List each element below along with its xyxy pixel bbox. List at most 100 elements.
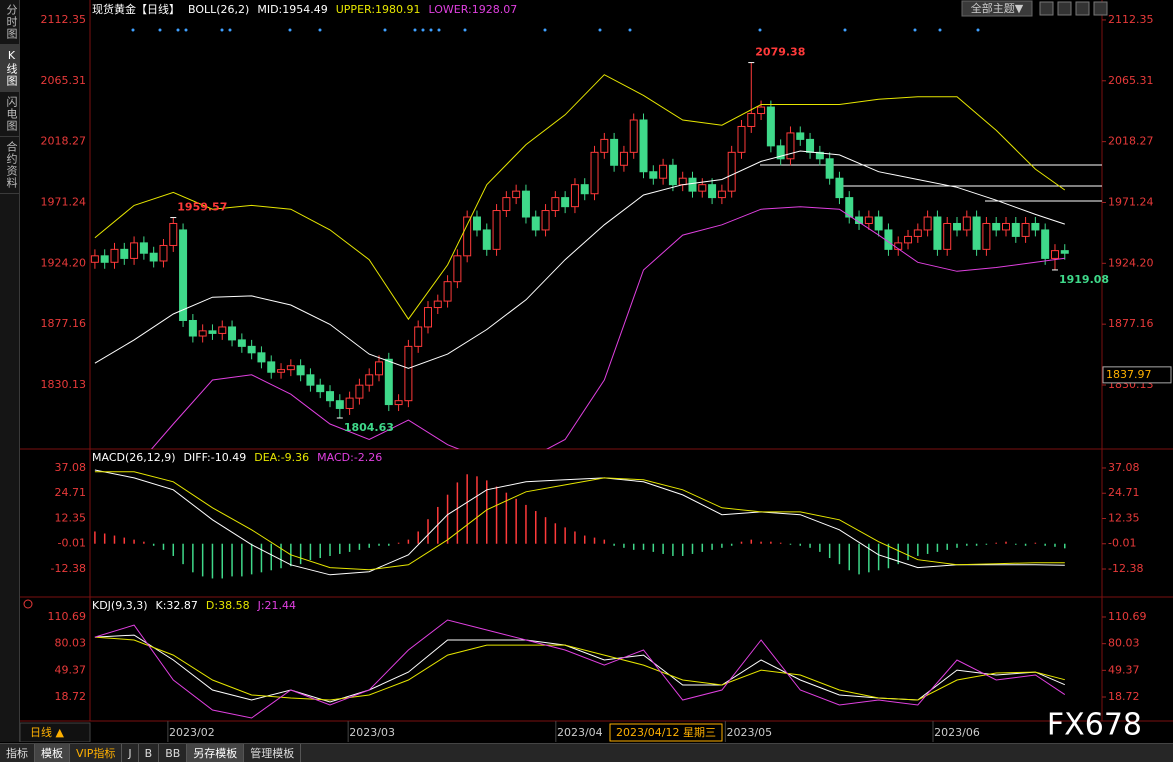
y-tick-label-left: 1830.13 [41,378,87,391]
bottom-tab[interactable]: BB [159,744,188,762]
y-tick-label-right: 2112.35 [1108,13,1154,26]
legend-text: 现货黄金【日线】 [92,2,180,16]
candle-body [1050,250,1059,259]
y-tick-label-left: 49.37 [55,663,87,676]
y-tick-label-right: 49.37 [1108,663,1140,676]
candle-body [825,158,834,179]
indicator-line [94,634,1065,703]
cursor-value-box [1102,366,1172,384]
candle-body [257,352,266,363]
candle-body [521,190,530,218]
y-tick-label-left: 2018.27 [41,135,87,148]
y-tick-label-right: 37.08 [1108,461,1140,474]
extreme-label: 1804.63 [344,421,394,434]
window-icon[interactable] [1057,1,1072,16]
legend-text: DEA:-9.36 [254,451,309,464]
candle-body [943,222,952,250]
theme-button[interactable] [961,0,1033,17]
candle-body [688,177,697,192]
candle-body [130,242,139,259]
bottom-tab[interactable]: 模板 [35,744,70,762]
y-tick-label-left: -0.01 [58,537,86,550]
candle-body [786,132,795,160]
x-tick-label: 2023/06 [934,726,980,739]
sidebar-tab[interactable]: 分时图 [0,0,19,45]
y-tick-label-left: 2065.31 [41,74,87,87]
candle-body [1011,222,1020,237]
watermark: FX678 [1047,708,1142,743]
candle-body [375,361,384,376]
candle-body [463,216,472,257]
candle-body [247,345,256,354]
candle-body [286,365,295,371]
candle-body [904,235,913,244]
candle-body [277,369,286,373]
window-icon[interactable] [1093,1,1108,16]
y-tick-label-right: 12.35 [1108,511,1140,524]
candle-body [541,210,550,231]
candle-body [864,216,873,224]
candle-body [1021,222,1030,237]
y-tick-label-right: 18.72 [1108,690,1140,703]
sidebar: 分时图 K线图 闪电图 合约资料 [0,0,20,742]
candle-body [561,197,570,208]
candle-body [179,229,188,321]
candle-body [933,216,942,250]
sidebar-tab[interactable]: 合约资料 [0,137,19,194]
candle-body [747,113,756,127]
candle-body [796,132,805,140]
candle-body [570,184,579,208]
candle-body [708,184,717,199]
y-tick-label-left: 1971.24 [41,195,87,208]
sidebar-tab[interactable]: 闪电图 [0,92,19,137]
y-tick-label-left: 1924.20 [41,256,87,269]
candle-body [355,384,364,399]
candle-body [188,319,197,337]
x-tick-label: 2023/04 [557,726,603,739]
candle-body [159,244,168,262]
y-tick-label-left: 12.35 [55,511,87,524]
sidebar-tab[interactable]: K线图 [0,45,19,92]
candle-body [531,216,540,231]
candle-body [512,190,521,199]
y-tick-label-right: 1924.20 [1108,256,1154,269]
candle-body [110,248,119,263]
y-tick-label-left: 18.72 [55,690,87,703]
window-icon[interactable] [1039,1,1054,16]
theme-button-label[interactable]: 全部主题▼ [971,1,1024,15]
window-icon[interactable] [1075,1,1090,16]
y-tick-label-left: 24.71 [55,486,87,499]
candle-body [649,171,658,179]
legend-text: MID:1954.49 [257,3,327,16]
candle-body [590,151,599,195]
candle-body [365,374,374,386]
candle-body [874,216,883,231]
candle-body [737,125,746,153]
candle-body [218,326,227,334]
period-label[interactable]: 日线 ▲ [30,725,64,739]
y-tick-label-right: -12.38 [1108,562,1143,575]
candle-body [492,210,501,250]
extreme-label: 2079.38 [755,46,805,59]
bottom-tab[interactable]: B [139,744,160,762]
candle-body [992,222,1001,231]
candle-body [404,345,413,402]
bottom-tab[interactable]: VIP指标 [70,744,123,762]
legend-text: DIFF:-10.49 [184,451,247,464]
x-tick-label: 2023/05 [726,726,772,739]
bottom-tab[interactable]: 管理模板 [244,744,302,762]
settings-icon[interactable] [23,599,33,609]
bottom-tab[interactable]: J [122,744,139,762]
y-tick-label-right: 80.03 [1108,637,1140,650]
period-box[interactable] [19,722,91,742]
bottom-tab[interactable]: 指标 [0,744,35,762]
candle-body [169,222,178,246]
candle-body [698,184,707,192]
candle-body [619,151,628,166]
candle-body [1041,229,1050,259]
bottom-tab[interactable]: 另存模板 [187,744,245,762]
candle-body [335,400,344,409]
candle-body [139,242,148,254]
indicator-line [150,206,1065,449]
cursor-value: 1837.97 [1106,368,1152,381]
